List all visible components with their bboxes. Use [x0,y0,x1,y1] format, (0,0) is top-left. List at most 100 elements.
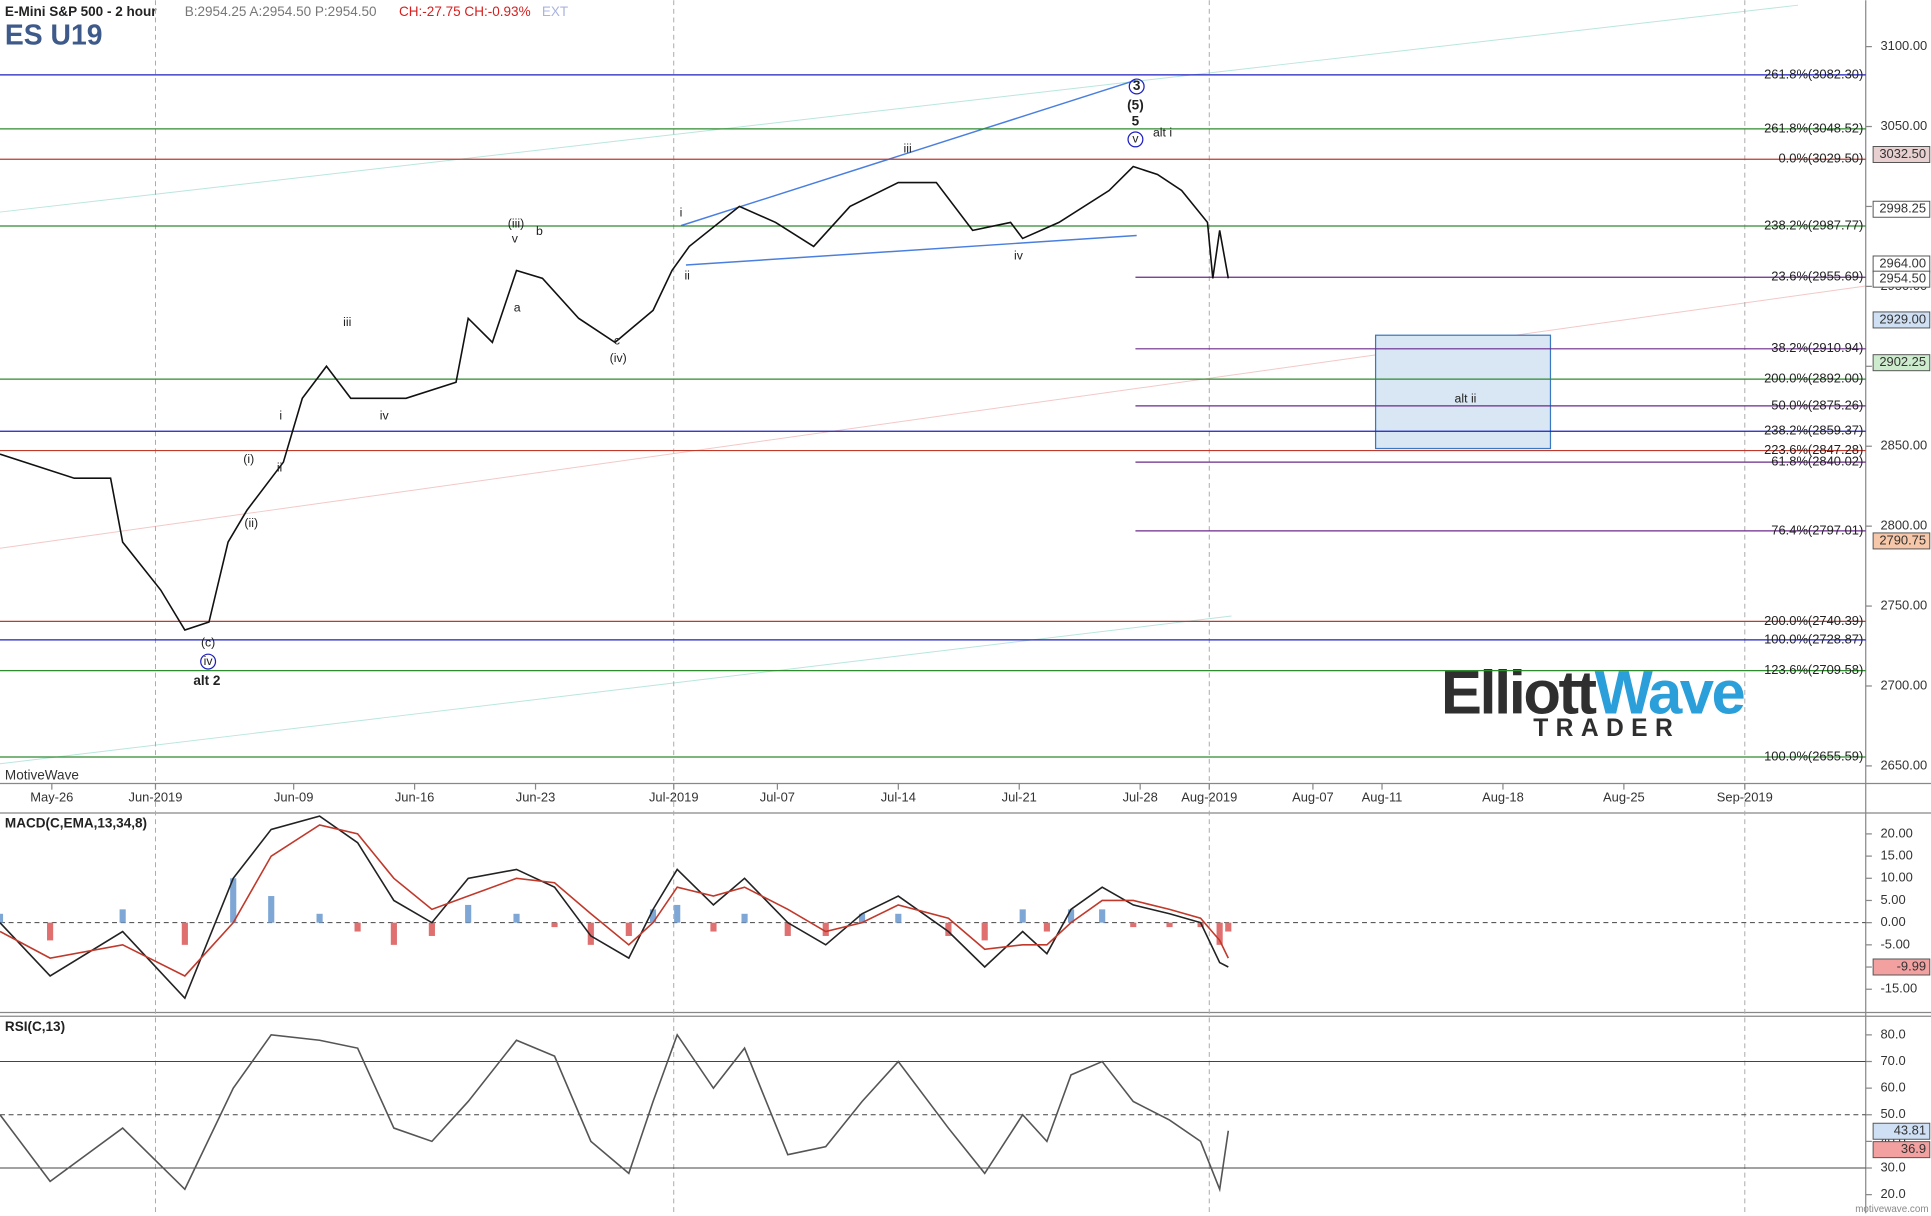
y-tick-label: 70.0 [1881,1053,1906,1068]
quote: B:2954.25 A:2954.50 P:2954.50 [185,4,377,19]
wave-label: iv [204,654,214,668]
y-tick-label: -5.00 [1881,936,1910,951]
symbol: ES U19 [5,20,103,52]
histogram-bar [1130,922,1137,928]
series-line [0,1033,1230,1193]
y-tick-label: 0.00 [1881,914,1906,929]
histogram-bar [0,913,4,923]
price-tag [1872,1141,1931,1159]
fib-label: 61.8%(2840.02) [1771,454,1863,469]
y-tick-label: 2750.00 [1881,597,1928,612]
x-tick-label: Sep-2019 [1717,790,1773,805]
wave-label: (c) [201,635,215,649]
x-tick-label: Jun-2019 [129,790,183,805]
y-tick-label: 3100.00 [1881,38,1928,53]
price-tag [1872,1122,1931,1140]
x-tick-label: Jul-14 [881,790,916,805]
wave-label: v [1132,132,1139,146]
wave-label: (iii) [508,217,524,231]
fib-label: 76.4%(2797.01) [1771,522,1863,537]
x-tick-label: Aug-25 [1603,790,1645,805]
histogram-bar [268,896,275,923]
histogram-bar [465,904,472,923]
wave-label: (i) [243,452,254,466]
price-tag-label: 43.81 [1894,1123,1926,1138]
wave-label: ii [277,460,282,474]
y-tick-label: 80.0 [1881,1026,1906,1041]
histogram-bar [625,922,632,936]
fib-label: 100.0%(2655.59) [1764,748,1863,763]
histogram-bar [587,922,594,945]
histogram-bar [1043,922,1050,932]
histogram-bar [895,913,902,923]
y-tick-label: 5.00 [1881,892,1906,907]
histogram-bar [181,922,188,945]
histogram-bar [1067,909,1075,923]
y-tick-label: 2650.00 [1881,757,1928,772]
change: CH:-27.75 CH:-0.93% [399,4,531,19]
histogram-bar [230,878,237,923]
wave-label: 5 [1132,114,1140,129]
x-tick-label: Aug-11 [1362,790,1403,805]
fib-label: 223.6%(2847.28) [1764,442,1863,457]
wave-label: 3 [1133,78,1141,93]
wave-label: a [514,300,521,314]
series-line [0,815,1229,1000]
fib-label: 238.2%(2859.37) [1764,423,1863,438]
wave-label: (5) [1127,98,1144,113]
histogram-bar [513,913,520,923]
histogram-bar [1197,922,1204,928]
y-tick-label: 2800.00 [1881,518,1928,533]
y-tick-label: 2700.00 [1881,677,1928,692]
histogram-bar [822,922,829,936]
wave-label: iii [343,315,351,329]
price-tag-label: -9.99 [1897,958,1926,973]
histogram-bar [47,922,54,941]
ext: EXT [542,4,568,19]
wave-circle [1127,131,1144,148]
x-tick-label: Jun-23 [516,790,556,805]
x-tick-label: Jul-2019 [649,790,699,805]
fib-label: 100.0%(2728.87) [1764,631,1863,646]
fib-label: 261.8%(3082.30) [1764,66,1863,81]
trend-line [680,79,1136,227]
price-tag-label: 2954.50 [1879,271,1926,286]
logo: ElliottWave [1441,659,1745,728]
histogram-bar [428,922,435,936]
logo-part: Wave [1595,659,1745,728]
x-tick-label: May-26 [30,790,73,805]
price-tag-label: 2790.75 [1879,532,1926,547]
x-tick-label: Jul-21 [1002,790,1037,805]
fib-label: 200.0%(2892.00) [1764,371,1863,386]
wave-label: ii [684,268,689,282]
logo-part: Elliott [1441,659,1597,728]
logo-sub: TRADER [1533,715,1680,742]
footer: motivewave.com [1855,1204,1928,1215]
fib-label: 23.6%(2955.69) [1771,269,1863,284]
price-tag-label: 36.9 [1901,1141,1926,1156]
wave-label: alt ii [1455,392,1477,406]
y-tick-label: 10.00 [1881,870,1913,885]
y-tick-label: 20.0 [1881,1186,1906,1201]
price-tag [1872,270,1931,288]
price-tag-label: 2929.00 [1879,311,1926,326]
x-tick-label: Jul-28 [1123,790,1158,805]
price-tag [1872,354,1931,372]
wave-label: v [512,231,519,245]
y-tick-label: -15.00 [1881,981,1918,996]
histogram-bar [784,922,791,936]
trend-line [685,234,1137,266]
histogram-bar [390,922,397,945]
fib-label: 0.0%(3029.50) [1778,151,1863,166]
wave-circle [1128,78,1145,95]
price-tag [1872,532,1931,550]
fib-label: 261.8%(3048.52) [1764,120,1863,135]
wave-label: alt i [1153,126,1172,140]
x-tick-label: Jun-16 [395,790,435,805]
price-tag [1872,146,1931,163]
y-tick-label: 2850.00 [1881,438,1928,453]
histogram-bar [674,904,681,923]
x-tick-label: Aug-07 [1292,790,1334,805]
